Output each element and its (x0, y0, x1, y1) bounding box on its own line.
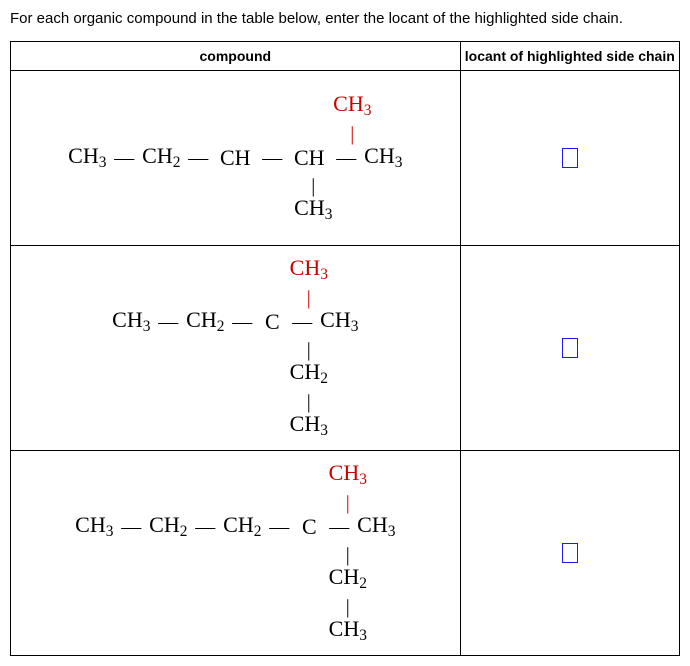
substituent: CH3 (324, 461, 372, 489)
backbone-group: CH2 (183, 308, 227, 336)
h-bond: — (324, 516, 354, 538)
h-bond: — (287, 311, 317, 333)
backbone-group: CH3 (354, 513, 398, 541)
backbone-group: CH (213, 146, 257, 170)
header-locant: locant of highlighted side chain (460, 42, 679, 71)
backbone-group: CH2 (220, 513, 264, 541)
compound-cell: CH3|CH3—CH2—CH2—C—CH3|CH2|CH3 (11, 450, 461, 655)
v-bond: | (285, 289, 333, 307)
answer-cell (460, 71, 679, 246)
h-bond: — (257, 147, 287, 169)
backbone-group: CH3 (72, 513, 116, 541)
backbone-group: C (257, 310, 287, 334)
locant-input[interactable] (562, 543, 578, 563)
answer-cell (460, 450, 679, 655)
h-bond: — (227, 311, 257, 333)
v-bond: | (324, 598, 372, 616)
substituent: CH3 (285, 412, 333, 440)
h-bond: — (116, 516, 146, 538)
h-bond: — (190, 516, 220, 538)
chem-structure: CH3|CH3—CH2—C—CH3|CH2|CH3 (109, 256, 361, 440)
h-bond: — (109, 147, 139, 169)
substituent: CH2 (285, 360, 333, 388)
answer-cell (460, 246, 679, 451)
backbone-group: CH3 (109, 308, 153, 336)
backbone-row: CH3—CH2—CH2—C—CH3 (72, 513, 398, 541)
h-bond: — (264, 516, 294, 538)
compound-cell: CH3|CH3—CH2—CH—CH—CH3|CH3 (11, 71, 461, 246)
substituent: CH3 (324, 617, 372, 645)
chem-structure: CH3|CH3—CH2—CH—CH—CH3|CH3 (65, 92, 405, 224)
substituent: CH3 (285, 256, 333, 284)
question-prompt: For each organic compound in the table b… (10, 10, 680, 27)
h-bond: — (331, 147, 361, 169)
substituent: CH3 (328, 92, 376, 120)
backbone-group: CH (287, 146, 331, 170)
v-bond: | (324, 494, 372, 512)
v-bond: | (324, 546, 372, 564)
backbone-group: C (294, 515, 324, 539)
h-bond: — (153, 311, 183, 333)
backbone-row: CH3—CH2—C—CH3 (109, 308, 361, 336)
v-bond: | (328, 125, 376, 143)
locant-input[interactable] (562, 148, 578, 168)
h-bond: — (183, 147, 213, 169)
header-compound: compound (11, 42, 461, 71)
compound-table: compound locant of highlighted side chai… (10, 41, 680, 656)
compound-cell: CH3|CH3—CH2—C—CH3|CH2|CH3 (11, 246, 461, 451)
v-bond: | (289, 177, 337, 195)
backbone-row: CH3—CH2—CH—CH—CH3 (65, 144, 405, 172)
v-bond: | (285, 341, 333, 359)
chem-structure: CH3|CH3—CH2—CH2—C—CH3|CH2|CH3 (72, 461, 398, 645)
locant-input[interactable] (562, 338, 578, 358)
backbone-group: CH3 (317, 308, 361, 336)
backbone-group: CH3 (361, 144, 405, 172)
v-bond: | (285, 393, 333, 411)
table-row: CH3|CH3—CH2—C—CH3|CH2|CH3 (11, 246, 680, 451)
backbone-group: CH2 (146, 513, 190, 541)
table-row: CH3|CH3—CH2—CH2—C—CH3|CH2|CH3 (11, 450, 680, 655)
backbone-group: CH3 (65, 144, 109, 172)
table-row: CH3|CH3—CH2—CH—CH—CH3|CH3 (11, 71, 680, 246)
substituent: CH3 (289, 196, 337, 224)
substituent: CH2 (324, 565, 372, 593)
backbone-group: CH2 (139, 144, 183, 172)
